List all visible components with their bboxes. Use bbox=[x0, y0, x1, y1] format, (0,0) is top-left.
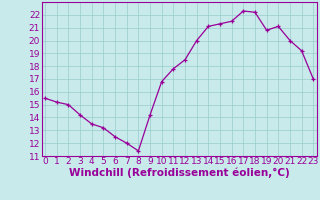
X-axis label: Windchill (Refroidissement éolien,°C): Windchill (Refroidissement éolien,°C) bbox=[69, 168, 290, 178]
